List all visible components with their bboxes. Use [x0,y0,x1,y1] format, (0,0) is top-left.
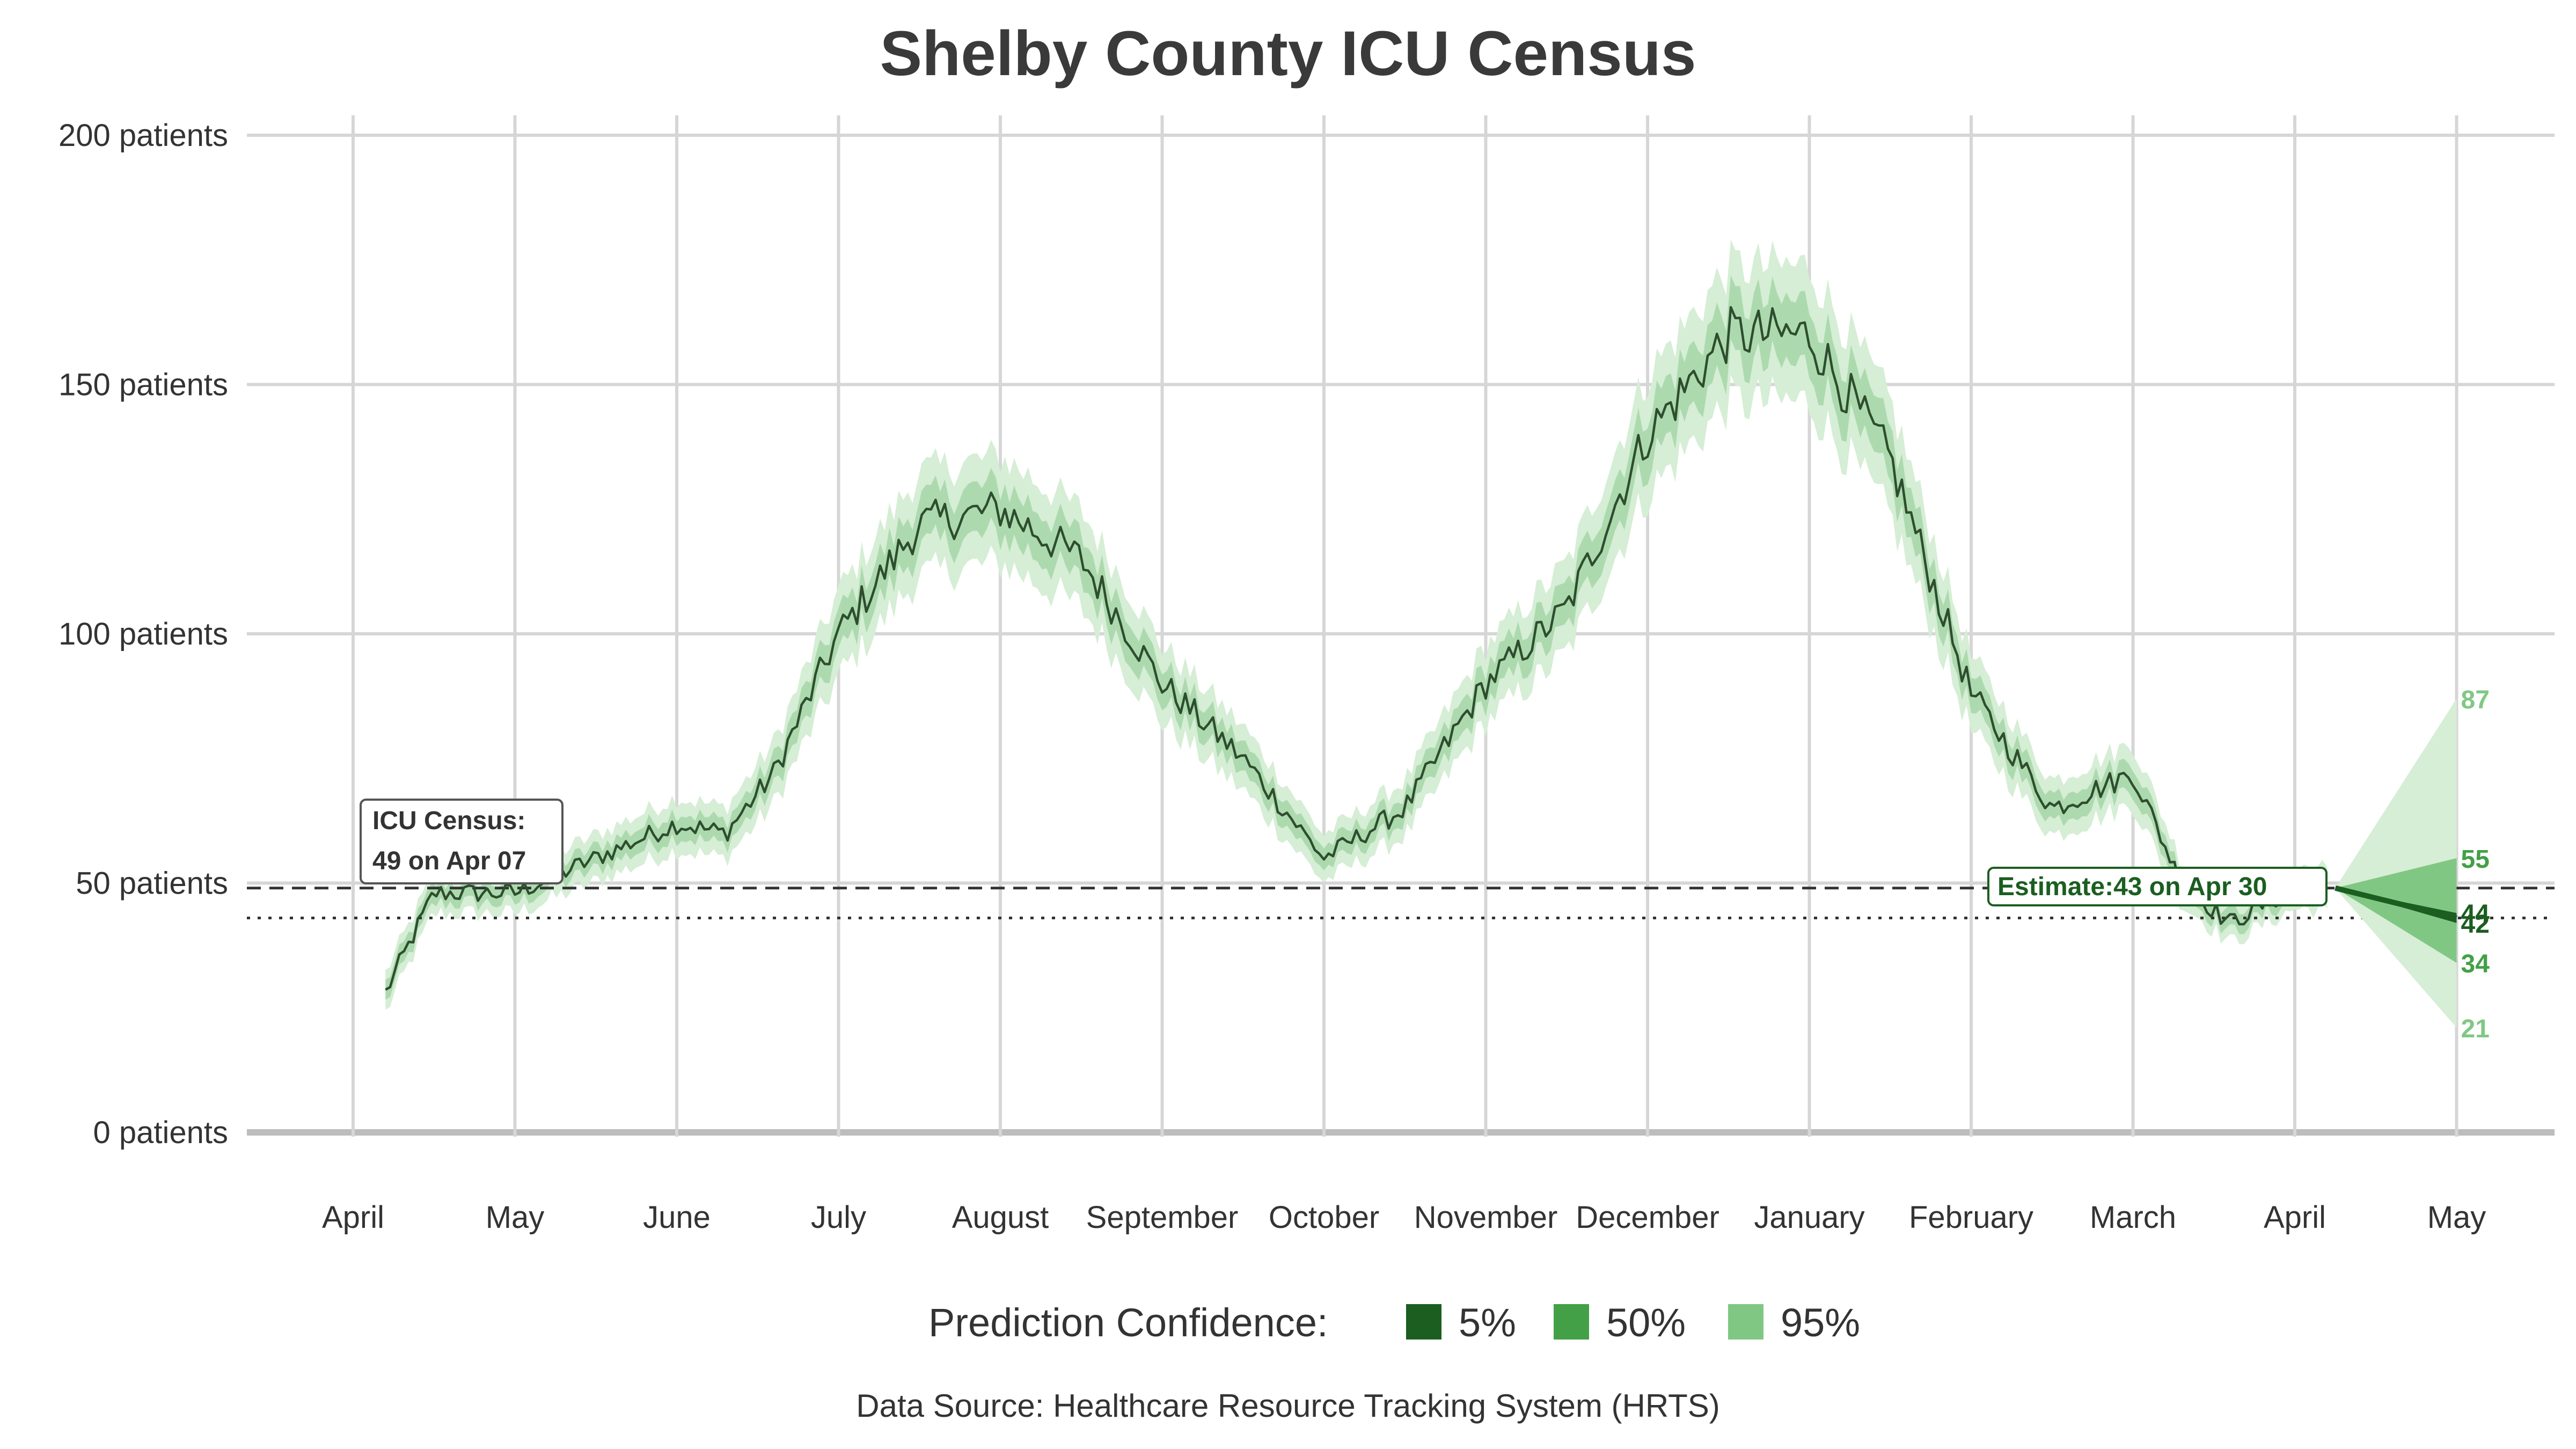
forecast-layer [2334,698,2457,1028]
y-axis-ticks: 0 patients 50 patients 100 patients 150 pat… [58,118,228,1150]
y-tick-label-4: 200 patients [58,118,228,153]
end-label-55: 55 [2461,845,2490,874]
forecast-median-line [2334,885,2457,921]
x-tick-label-1: May [486,1200,545,1235]
x-tick-label-2: June [643,1200,711,1235]
legend-label-50: 50% [1606,1300,1686,1345]
legend-label-5: 5% [1459,1300,1516,1345]
current-census-box [360,799,564,884]
current-census-annotation: ICU Census: 49 on Apr 07 [360,799,564,884]
current-census-line2: 49 on Apr 07 [372,847,526,875]
x-tick-label-11: March [2090,1200,2176,1235]
x-tick-label-4: August [952,1200,1049,1235]
x-tick-label-13: May [2427,1200,2486,1235]
x-tick-label-0: April [322,1200,384,1235]
end-label-42: 42 [2461,910,2490,939]
legend-label-95: 95% [1781,1300,1860,1345]
forecast-band-50 [2335,858,2457,963]
legend: Prediction Confidence: 5% 50% 95% [928,1300,1860,1345]
end-label-21: 21 [2461,1015,2490,1043]
legend-swatch-5 [1406,1304,1441,1340]
current-census-line1: ICU Census: [372,807,525,835]
legend-swatch-50 [1554,1304,1589,1340]
y-tick-label-0: 0 patients [93,1115,228,1150]
end-label-87: 87 [2461,686,2490,714]
x-tick-label-6: October [1269,1200,1379,1235]
x-tick-label-8: December [1576,1200,1719,1235]
end-label-34: 34 [2461,950,2490,978]
census-line [385,306,2329,991]
y-tick-label-3: 150 patients [58,368,228,402]
grid-layer [247,115,2555,1137]
confidence-bands [385,239,2328,1010]
data-source-caption: Data Source: Healthcare Resource Trackin… [856,1388,1719,1424]
forecast-band-95 [2335,698,2457,1028]
end-label-44: 44 [2461,900,2490,928]
x-tick-label-7: November [1414,1200,1558,1235]
x-tick-label-9: January [1754,1200,1864,1235]
estimate-text: Estimate:43 on Apr 30 [1997,873,2267,901]
census-line-layer [385,306,2329,991]
estimate-annotation: Estimate:43 on Apr 30 [1987,867,2328,906]
estimate-box [1987,867,2328,906]
y-tick-label-2: 100 patients [58,617,228,652]
x-tick-label-5: September [1086,1200,1239,1235]
x-axis-ticks: April May June July August September October No… [322,1200,2486,1235]
legend-title: Prediction Confidence: [928,1300,1328,1345]
x-tick-label-12: April [2264,1200,2326,1235]
x-tick-label-3: July [811,1200,866,1235]
annotations: ICU Census: 49 on Apr 07 Estimate:43 on … [360,799,2328,906]
x-tick-label-10: February [1909,1200,2033,1235]
chart-title: Shelby County ICU Census [880,18,1696,89]
legend-swatch-95 [1728,1304,1763,1340]
y-tick-label-1: 50 patients [76,866,228,901]
